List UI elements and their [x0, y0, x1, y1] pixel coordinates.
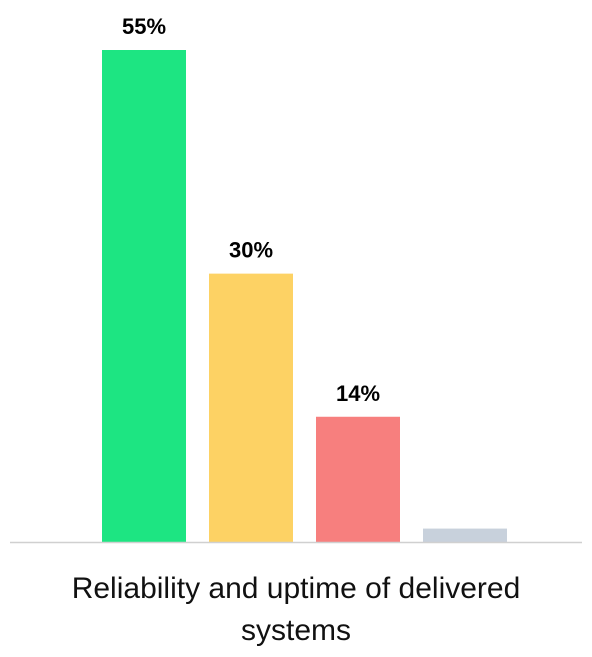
bar-3: [316, 416, 400, 542]
bar-value-label-2: 30%: [229, 238, 273, 263]
bar-2: [209, 273, 293, 542]
bar-4: [423, 528, 507, 542]
category-label: Reliability and uptime of delivered syst…: [0, 568, 592, 652]
bar-chart: 55% 30% 14%: [10, 14, 582, 544]
bar-group: [102, 50, 507, 542]
bar-1: [102, 50, 186, 542]
bar-value-labels: 55% 30% 14%: [122, 14, 380, 406]
category-label-text: Reliability and uptime of delivered syst…: [71, 572, 521, 647]
bar-value-label-1: 55%: [122, 14, 166, 39]
bar-value-label-3: 14%: [336, 381, 380, 406]
